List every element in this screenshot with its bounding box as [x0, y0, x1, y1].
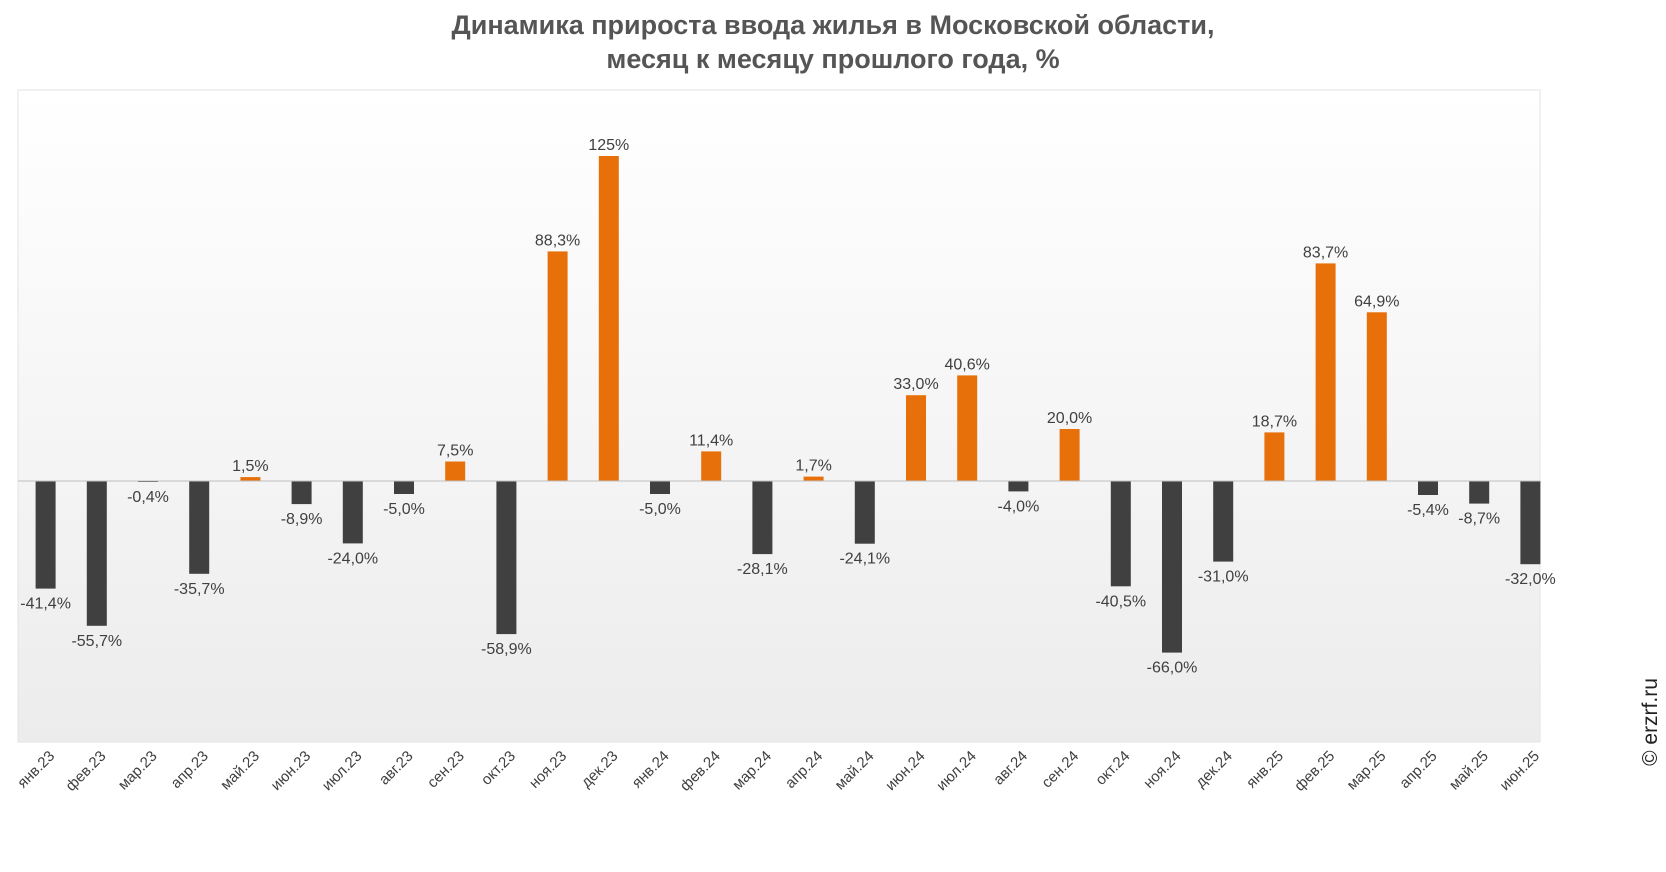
value-labels-layer: -41,4% -55,7% -0,4% -35,7% 1,5% -8,9% -24,0% -5… — [20, 137, 1556, 677]
plot-area — [17, 89, 1541, 743]
x-tick-label: июл.24 — [933, 748, 980, 795]
bar-мар.25 — [1366, 312, 1387, 481]
value-label: 40,6% — [945, 356, 990, 373]
value-label: 83,7% — [1303, 244, 1348, 261]
bar-апр.25 — [1418, 481, 1438, 495]
bar-июн.24 — [906, 395, 926, 481]
bar-май.24 — [854, 481, 875, 544]
value-label: 7,5% — [437, 443, 473, 460]
bar-июн.23 — [291, 481, 312, 505]
bar-янв.25 — [1264, 432, 1285, 481]
bar-фев.23 — [86, 481, 107, 626]
x-tick-label: фев.24 — [677, 748, 724, 795]
value-label: 125% — [588, 137, 629, 154]
x-tick-label: май.25 — [1446, 748, 1492, 794]
bar-янв.24 — [650, 481, 670, 494]
bar-май.25 — [1469, 481, 1490, 504]
x-tick-label: ноя.23 — [526, 748, 570, 792]
bar-янв.23 — [35, 481, 56, 589]
x-tick-label: май.24 — [832, 748, 878, 794]
value-label: -8,9% — [281, 511, 323, 528]
x-tick-label: апр.25 — [1396, 748, 1440, 792]
chart-title-line-2: месяц к месяцу прошлого года, % — [606, 44, 1060, 74]
x-tick-label: янв.25 — [1243, 748, 1287, 792]
value-label: -24,1% — [839, 551, 890, 568]
value-label: 18,7% — [1252, 413, 1297, 430]
watermark-text: © erzrf.ru — [1639, 678, 1662, 766]
x-tick-label: сен.24 — [1038, 748, 1082, 792]
x-tick-label: ноя.24 — [1140, 748, 1184, 792]
value-label: -40,5% — [1095, 593, 1146, 610]
bar-окт.23 — [496, 481, 517, 635]
value-label: -55,7% — [71, 633, 122, 650]
x-tick-label: авг.23 — [376, 748, 417, 789]
bar-дек.23 — [598, 156, 619, 481]
value-label: -31,0% — [1198, 569, 1249, 586]
x-tick-label: июл.23 — [319, 748, 366, 795]
bar-апр.24 — [803, 476, 824, 481]
x-tick-label: апр.23 — [168, 748, 212, 792]
x-tick-label: фев.23 — [62, 748, 109, 795]
bar-авг.23 — [394, 481, 414, 494]
watermark: © erzrf.ru — [1636, 650, 1666, 800]
bar-дек.24 — [1213, 481, 1234, 562]
x-tick-label: фев.25 — [1291, 748, 1338, 795]
bar-май.23 — [240, 477, 261, 481]
x-tick-label: окт.23 — [478, 748, 519, 789]
x-tick-label: окт.24 — [1092, 748, 1133, 789]
bar-сен.23 — [445, 461, 466, 481]
bar-июн.25 — [1520, 481, 1541, 565]
value-label: -8,7% — [1458, 511, 1500, 528]
value-label: -41,4% — [20, 596, 71, 613]
bar-апр.23 — [189, 481, 210, 574]
x-tick-label: авг.24 — [990, 748, 1031, 789]
value-label: 1,5% — [232, 458, 268, 475]
x-tick-label: сен.23 — [424, 748, 468, 792]
value-label: -58,9% — [481, 641, 532, 658]
value-label: -4,0% — [998, 498, 1040, 515]
bar-окт.24 — [1110, 481, 1131, 587]
value-label: -5,4% — [1407, 502, 1449, 519]
x-tick-label: июн.25 — [1497, 748, 1544, 795]
value-label: 33,0% — [893, 376, 938, 393]
bars-layer — [35, 156, 1541, 653]
bar-фев.24 — [701, 451, 722, 481]
value-label: 1,7% — [795, 458, 831, 475]
value-label: -5,0% — [383, 501, 425, 518]
value-label: -35,7% — [174, 581, 225, 598]
x-tick-label: янв.23 — [14, 748, 58, 792]
value-label: 88,3% — [535, 232, 580, 249]
value-label: -5,0% — [639, 501, 681, 518]
x-tick-label: июн.23 — [268, 748, 315, 795]
chart-title: Динамика прироста ввода жилья в Московск… — [0, 8, 1666, 76]
x-tick-label: май.23 — [217, 748, 263, 794]
chart-title-line-1: Динамика прироста ввода жилья в Московск… — [451, 10, 1215, 40]
bar-мар.24 — [752, 481, 773, 555]
bar-сен.24 — [1059, 429, 1080, 481]
value-label: -32,0% — [1505, 571, 1556, 588]
x-axis-ticks-layer: янв.23 фев.23 мар.23 апр.23 май.23 июн.23 июл.… — [14, 748, 1543, 795]
bar-ноя.24 — [1162, 481, 1182, 653]
x-tick-label: мар.24 — [729, 748, 775, 794]
x-tick-label: дек.23 — [578, 748, 621, 791]
value-label: -24,0% — [327, 550, 378, 567]
bar-авг.24 — [1008, 481, 1029, 492]
bar-ноя.23 — [547, 251, 568, 481]
x-tick-label: янв.24 — [629, 748, 673, 792]
x-tick-label: мар.25 — [1344, 748, 1390, 794]
value-label: -0,4% — [127, 489, 169, 506]
value-label: 64,9% — [1354, 293, 1399, 310]
value-label: -28,1% — [737, 561, 788, 578]
value-label: -66,0% — [1147, 660, 1198, 677]
x-tick-label: дек.24 — [1192, 748, 1235, 791]
value-label: 20,0% — [1047, 410, 1092, 427]
x-tick-label: июн.24 — [882, 748, 929, 795]
bar-июл.23 — [342, 481, 363, 544]
bar-июл.24 — [957, 375, 978, 481]
x-tick-label: мар.23 — [115, 748, 161, 794]
bar-фев.25 — [1315, 263, 1336, 481]
x-tick-label: апр.24 — [782, 748, 826, 792]
value-label: 11,4% — [689, 432, 733, 449]
